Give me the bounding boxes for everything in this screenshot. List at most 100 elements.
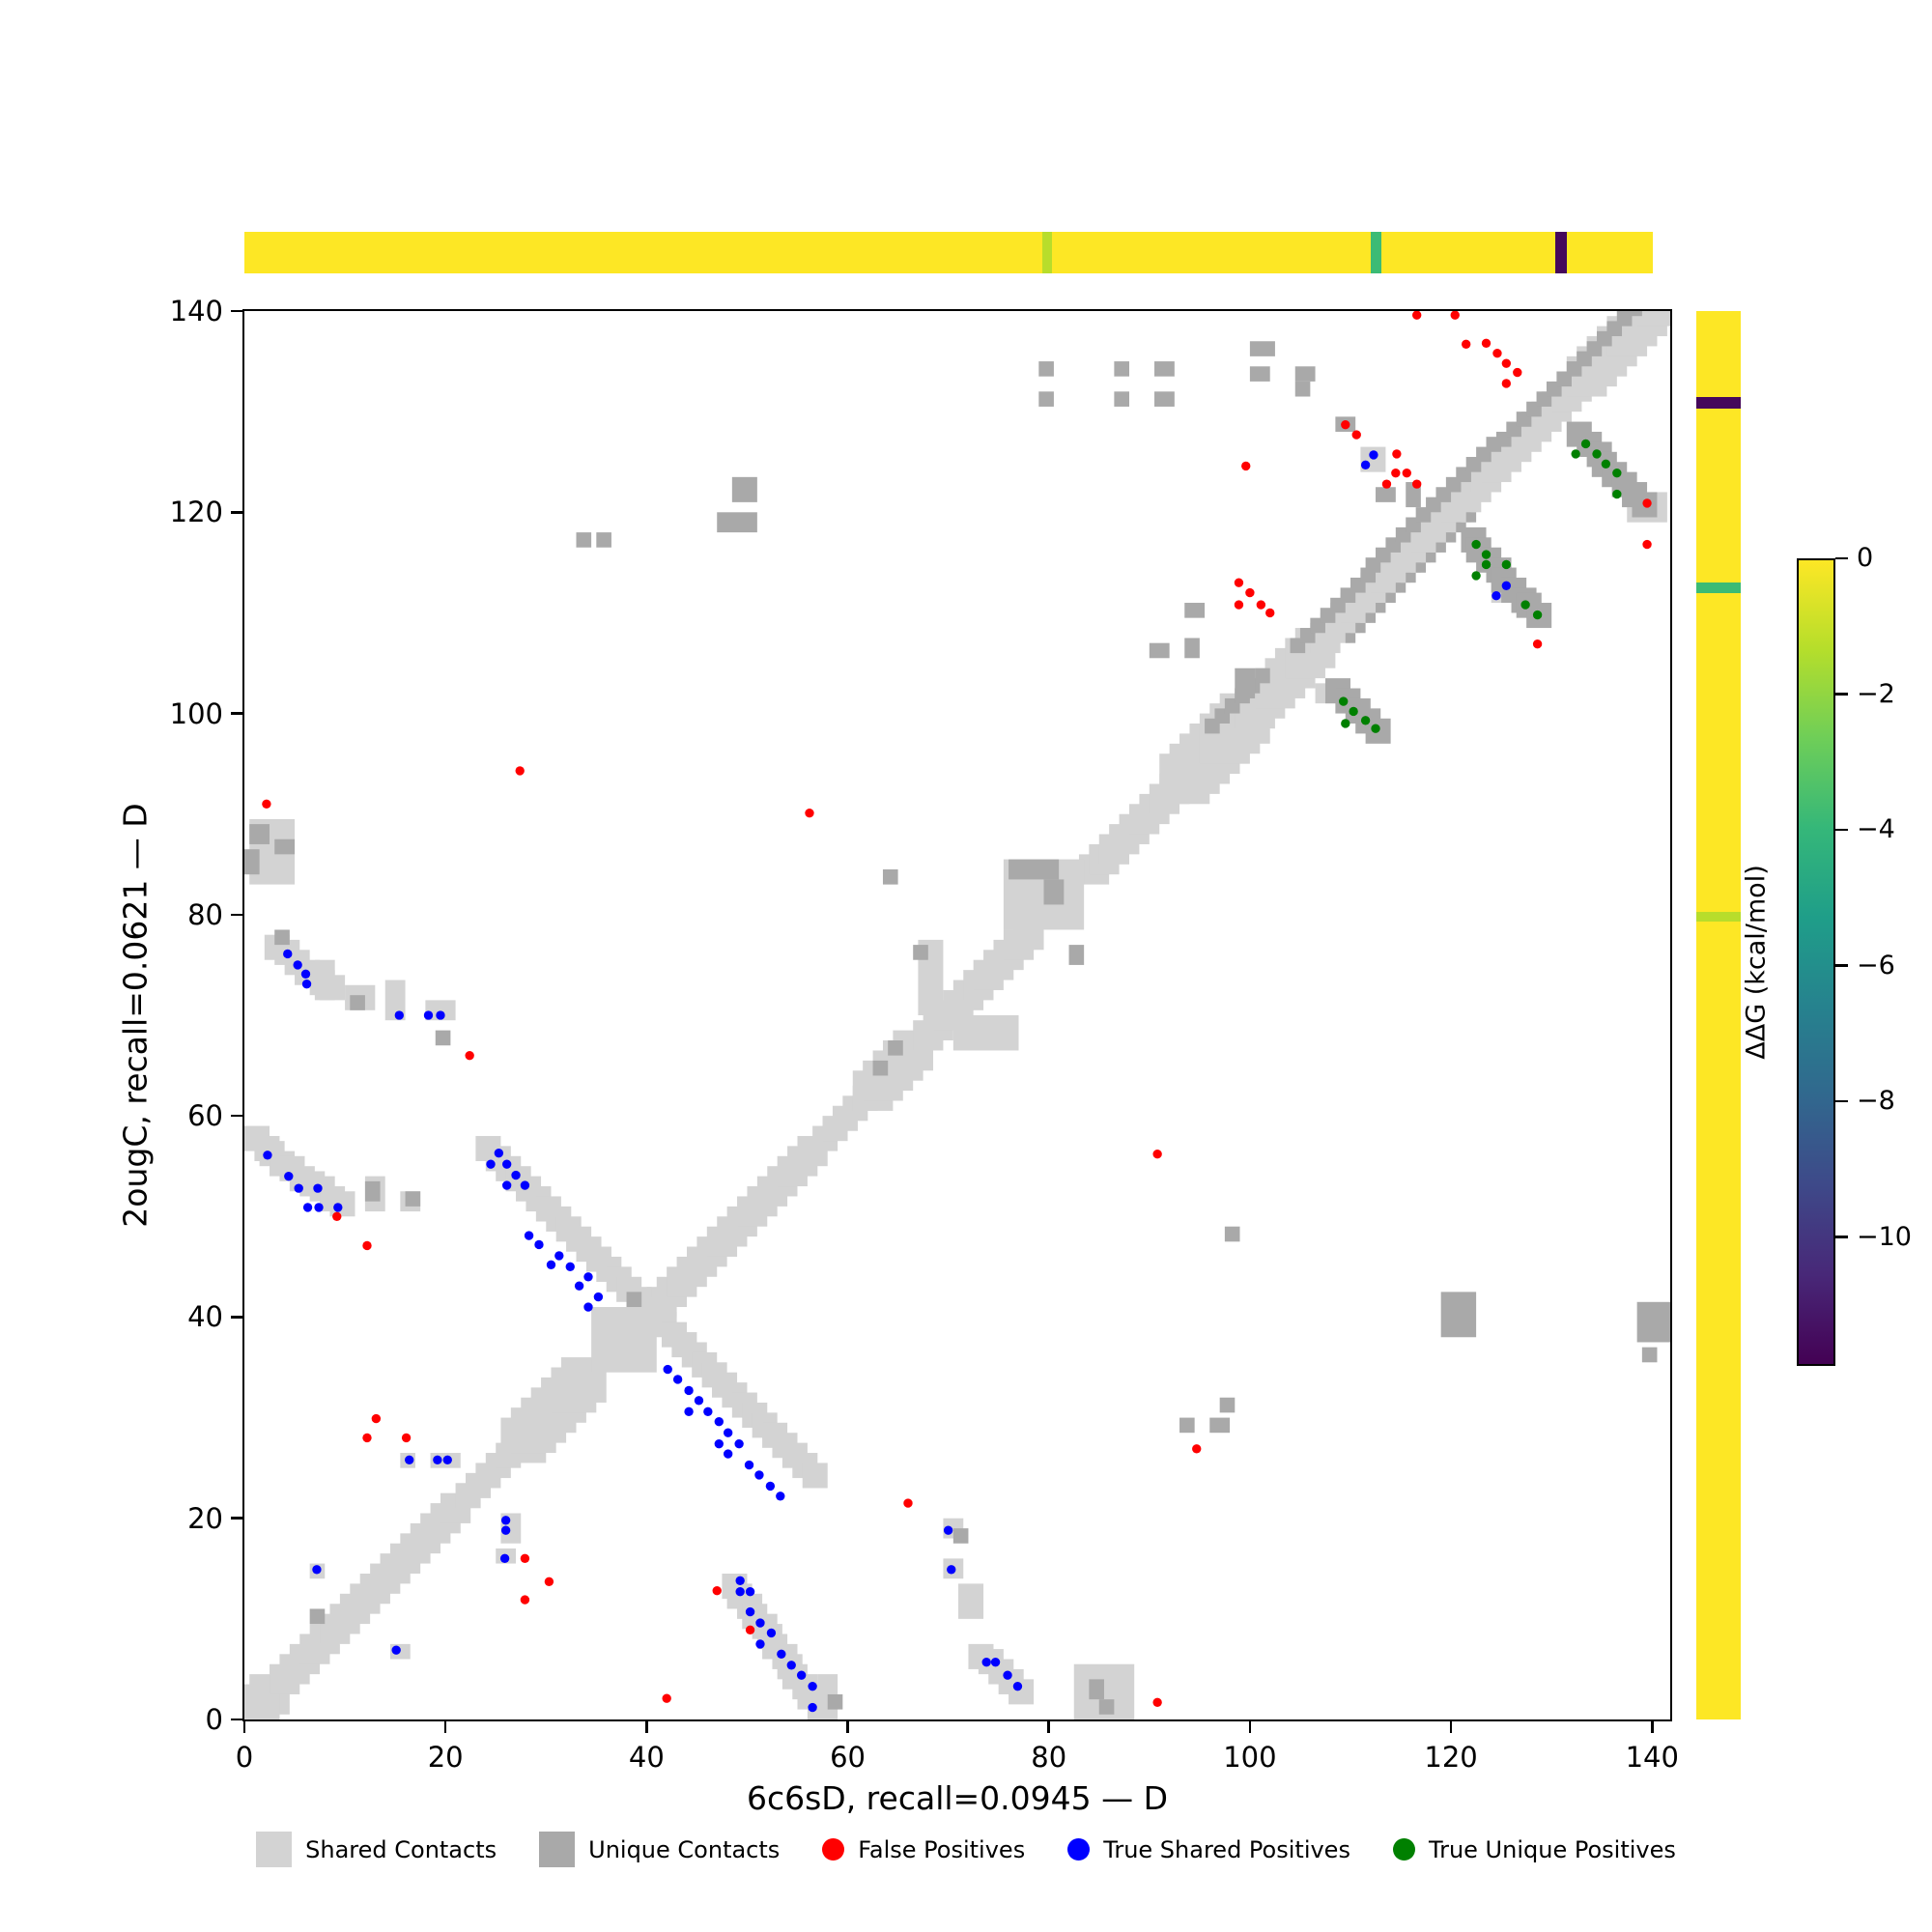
legend-item: True Shared Positives xyxy=(1067,1836,1350,1863)
unique-contact-cell xyxy=(1154,391,1175,407)
x-tick-mark xyxy=(645,1719,648,1733)
false-positive-dot xyxy=(1462,339,1471,350)
true-unique-positive-dot xyxy=(1471,539,1481,550)
false-positive-dot xyxy=(1341,419,1350,430)
true-shared-positive-dot xyxy=(394,1010,404,1020)
false-positive-dot xyxy=(371,1413,382,1424)
true-shared-positive-dot xyxy=(755,1618,765,1628)
unique-contact-cell xyxy=(1235,668,1256,698)
true-shared-positive-dot xyxy=(423,1010,434,1020)
unique-contact-cell xyxy=(1395,582,1406,593)
true-shared-positive-dot xyxy=(943,1525,953,1535)
unique-contact-cell xyxy=(1149,642,1170,659)
unique-contact-cell xyxy=(1098,1699,1115,1715)
unique-contact-cell xyxy=(1184,638,1200,659)
false-positive-dot xyxy=(1381,479,1392,489)
unique-contact-cell xyxy=(1089,1679,1104,1700)
y-tick-label: 140 xyxy=(169,295,223,327)
true-shared-positive-dot xyxy=(293,960,302,970)
legend-label: Unique Contacts xyxy=(588,1835,781,1863)
false-positive-dot xyxy=(1501,379,1512,388)
unique-contact-cell xyxy=(1426,552,1436,563)
true-shared-positive-dot xyxy=(947,1565,956,1575)
colorbar-tick-mark xyxy=(1835,828,1848,832)
x-tick-label: 40 xyxy=(628,1741,665,1774)
y-tick-mark xyxy=(231,913,244,917)
false-positive-dot xyxy=(332,1211,342,1221)
false-positive-dot xyxy=(1481,338,1492,349)
ddg-strip-mark xyxy=(1696,396,1741,409)
true-shared-positive-dot xyxy=(990,1657,1001,1667)
true-unique-positive-dot xyxy=(1471,571,1481,581)
x-tick-label: 20 xyxy=(427,1741,464,1774)
unique-contact-cell xyxy=(1636,1301,1670,1343)
false-positive-dot xyxy=(1245,587,1255,598)
true-unique-positive-dot xyxy=(1341,719,1350,728)
true-unique-positive-dot xyxy=(1601,459,1611,469)
true-shared-positive-dot xyxy=(723,1449,733,1459)
true-shared-positive-dot xyxy=(735,1587,745,1597)
x-axis-label: 6c6sD, recall=0.0945 — D xyxy=(746,1779,1169,1817)
true-shared-positive-dot xyxy=(301,980,312,989)
true-shared-positive-dot xyxy=(776,1492,785,1501)
unique-contact-cell xyxy=(952,1528,969,1544)
false-positive-dot xyxy=(1402,468,1411,478)
x-tick-mark xyxy=(1248,1719,1252,1733)
y-tick-mark xyxy=(231,1316,244,1319)
shared-contact-cell xyxy=(591,1307,657,1373)
x-tick-label: 120 xyxy=(1424,1741,1478,1774)
false-positive-dot xyxy=(1501,358,1512,368)
true-unique-positive-dot xyxy=(1371,724,1380,733)
y-tick-label: 80 xyxy=(187,897,223,931)
true-shared-positive-dot xyxy=(765,1481,776,1492)
ddg-strip-mark xyxy=(1696,582,1741,594)
unique-contact-cell xyxy=(244,849,260,875)
ddg-strip-mark xyxy=(1696,911,1741,923)
legend-label: False Positives xyxy=(858,1835,1026,1863)
false-positive-dot xyxy=(544,1577,554,1587)
true-shared-positive-dot xyxy=(786,1661,796,1670)
false-positive-dot xyxy=(1513,367,1522,378)
unique-contact-cell xyxy=(1154,361,1175,377)
true-unique-positive-dot xyxy=(1592,449,1602,459)
true-shared-positive-dot xyxy=(524,1231,534,1240)
true-shared-positive-dot xyxy=(405,1455,414,1464)
unique-contact-cell xyxy=(1009,859,1060,880)
legend-item: False Positives xyxy=(822,1836,1025,1863)
x-tick-mark xyxy=(242,1719,246,1733)
x-tick-mark xyxy=(846,1719,849,1733)
right-residue-ddg-strip xyxy=(1696,311,1741,1719)
legend-circle-marker-icon xyxy=(1392,1838,1415,1861)
true-shared-positive-dot xyxy=(302,1203,313,1212)
shared-contact-cell xyxy=(958,1583,984,1619)
unique-contact-cell xyxy=(576,532,592,548)
unique-contact-cell xyxy=(1627,311,1642,317)
unique-contact-cell xyxy=(1255,668,1270,684)
unique-contact-cell xyxy=(1456,522,1466,533)
false-positive-dot xyxy=(1642,498,1652,508)
unique-contact-cell xyxy=(1179,1417,1195,1434)
x-tick-label: 0 xyxy=(235,1741,254,1774)
false-positive-dot xyxy=(1450,311,1460,320)
y-tick-mark xyxy=(231,1718,244,1721)
unique-contact-cell xyxy=(249,824,270,844)
colorbar-tick-label: −10 xyxy=(1857,1221,1912,1252)
true-shared-positive-dot xyxy=(436,1010,445,1020)
true-shared-positive-dot xyxy=(300,969,311,979)
true-unique-positive-dot xyxy=(1360,716,1371,725)
unique-contact-cell xyxy=(1068,945,1085,965)
y-tick-label: 120 xyxy=(169,496,223,529)
unique-contact-cell xyxy=(1385,592,1396,604)
colorbar-tick-mark xyxy=(1835,964,1848,967)
true-shared-positive-dot xyxy=(313,1183,323,1193)
contact-map-plot xyxy=(244,311,1670,1719)
shared-contact-cell xyxy=(802,1463,828,1489)
true-shared-positive-dot xyxy=(501,1180,512,1190)
colorbar-tick-label: 0 xyxy=(1857,543,1874,573)
unique-contact-cell xyxy=(1224,1226,1240,1242)
true-shared-positive-dot xyxy=(1003,1670,1012,1680)
true-shared-positive-dot xyxy=(391,1645,401,1655)
true-shared-positive-dot xyxy=(442,1455,452,1464)
true-unique-positive-dot xyxy=(1571,449,1580,459)
unique-contact-cell xyxy=(350,995,365,1010)
